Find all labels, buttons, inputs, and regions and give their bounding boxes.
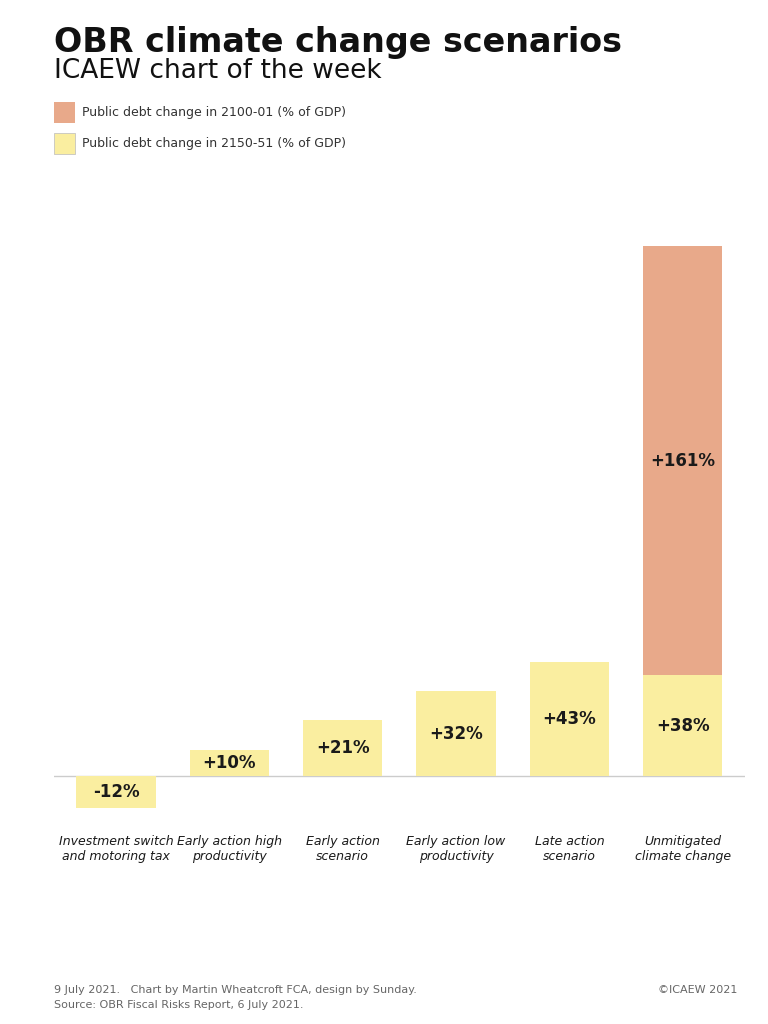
- Text: Unmitigated
climate change: Unmitigated climate change: [634, 835, 730, 863]
- Text: Early action low
productivity: Early action low productivity: [406, 835, 505, 863]
- Bar: [190, 750, 269, 776]
- Text: +43%: +43%: [542, 710, 596, 728]
- Text: Public debt change in 2100-01 (% of GDP): Public debt change in 2100-01 (% of GDP): [82, 106, 346, 119]
- Text: Late action
scenario: Late action scenario: [535, 835, 604, 863]
- Text: Early action
scenario: Early action scenario: [306, 835, 379, 863]
- Text: 9 July 2021.   Chart by Martin Wheatcroft FCA, design by Sunday.
Source: OBR Fis: 9 July 2021. Chart by Martin Wheatcroft …: [54, 985, 416, 1010]
- Bar: [643, 675, 722, 776]
- Bar: [643, 246, 722, 675]
- Text: Early action high
productivity: Early action high productivity: [177, 835, 282, 863]
- Text: +38%: +38%: [656, 717, 710, 734]
- Text: Investment switch
and motoring tax: Investment switch and motoring tax: [59, 835, 174, 863]
- Text: -12%: -12%: [93, 783, 140, 801]
- Bar: [303, 720, 382, 776]
- Bar: [77, 776, 156, 808]
- Text: +21%: +21%: [316, 739, 369, 757]
- Text: +32%: +32%: [429, 725, 483, 742]
- Text: Public debt change in 2150-51 (% of GDP): Public debt change in 2150-51 (% of GDP): [82, 137, 346, 150]
- Text: +161%: +161%: [650, 452, 715, 470]
- Text: ICAEW chart of the week: ICAEW chart of the week: [54, 58, 382, 84]
- Bar: [416, 691, 495, 776]
- Text: OBR climate change scenarios: OBR climate change scenarios: [54, 26, 622, 58]
- Text: ©ICAEW 2021: ©ICAEW 2021: [658, 985, 737, 995]
- Text: +10%: +10%: [203, 754, 257, 772]
- Bar: [530, 662, 609, 776]
